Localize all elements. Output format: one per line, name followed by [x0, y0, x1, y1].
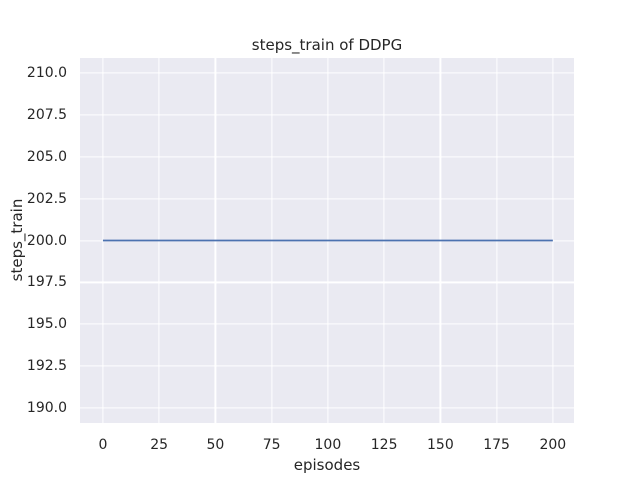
x-tick-label: 25 — [150, 437, 169, 453]
y-gridline — [80, 72, 574, 74]
y-tick-label: 197.5 — [26, 274, 67, 291]
y-gridline — [80, 281, 574, 283]
chart-title: steps_train of DDPG — [251, 36, 403, 54]
x-tick-label: 100 — [314, 437, 342, 453]
y-gridline — [80, 365, 574, 367]
y-tick-label: 202.5 — [26, 190, 67, 207]
x-tick-label: 125 — [370, 437, 398, 453]
y-tick-label: 210.0 — [26, 65, 67, 82]
y-tick-label: 195.0 — [26, 316, 67, 333]
plot-area — [80, 58, 574, 423]
y-tick-label: 207.5 — [26, 106, 67, 123]
x-tick-label: 175 — [483, 437, 510, 453]
plot-svg — [102, 239, 553, 242]
x-tick-label: 200 — [539, 437, 567, 453]
y-tick-label: 205.0 — [26, 148, 67, 165]
x-tick-label: 150 — [427, 437, 454, 453]
y-gridline — [80, 114, 574, 116]
y-tick-label: 190.0 — [26, 399, 67, 416]
y-gridline — [80, 323, 574, 325]
y-tick-label: 200.0 — [26, 232, 67, 249]
x-tick-label: 75 — [262, 437, 281, 453]
y-tick-label: 192.5 — [26, 358, 67, 375]
x-axis-label: episodes — [293, 456, 361, 474]
y-gridline — [80, 198, 574, 200]
x-tick-label: 50 — [206, 437, 225, 453]
y-gridline — [80, 407, 574, 409]
y-gridline — [80, 156, 574, 158]
y-axis-label: steps_train — [8, 198, 26, 282]
x-tick-label: 0 — [98, 437, 108, 453]
